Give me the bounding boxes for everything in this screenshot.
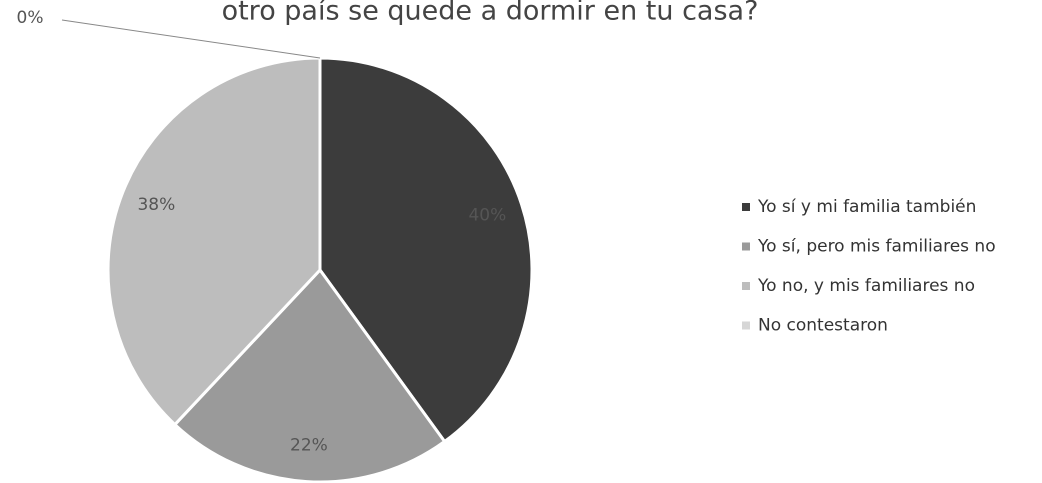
legend-swatch [742,242,750,251]
legend-label: Yo no, y mis familiares no [757,276,975,296]
legend-label: No contestaron [758,316,888,336]
data-label: 38% [137,195,175,215]
pie-slice [318,56,534,444]
data-label: 0% [17,8,44,28]
chart-title: otro país se quede a dormir en tu casa? [222,0,759,27]
legend-label: Yo sí y mi familia también [757,197,976,217]
legend-swatch [742,203,750,211]
legend-label: Yo sí, pero mis familiares no [757,237,996,257]
pie-slice [106,56,322,427]
data-label: 40% [468,206,506,226]
legend-swatch [742,282,750,290]
pie-slice [172,267,447,483]
legend-swatch [742,321,750,330]
data-label: 22% [290,436,328,456]
leader-line [61,19,321,59]
